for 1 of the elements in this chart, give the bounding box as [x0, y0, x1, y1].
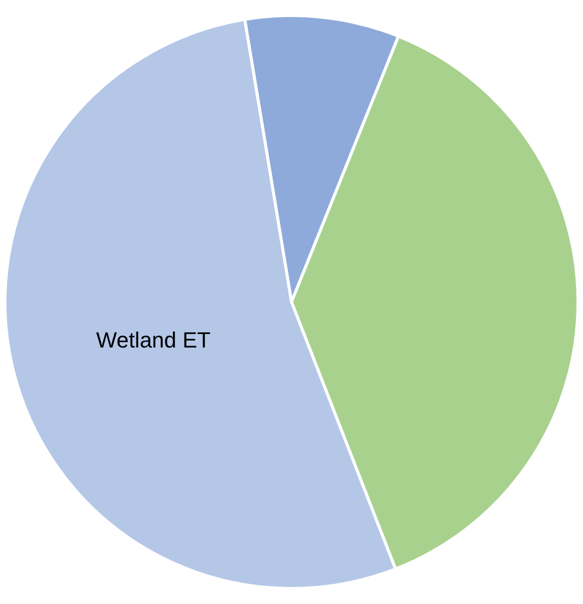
slice-label: Wetland ET [96, 327, 211, 352]
